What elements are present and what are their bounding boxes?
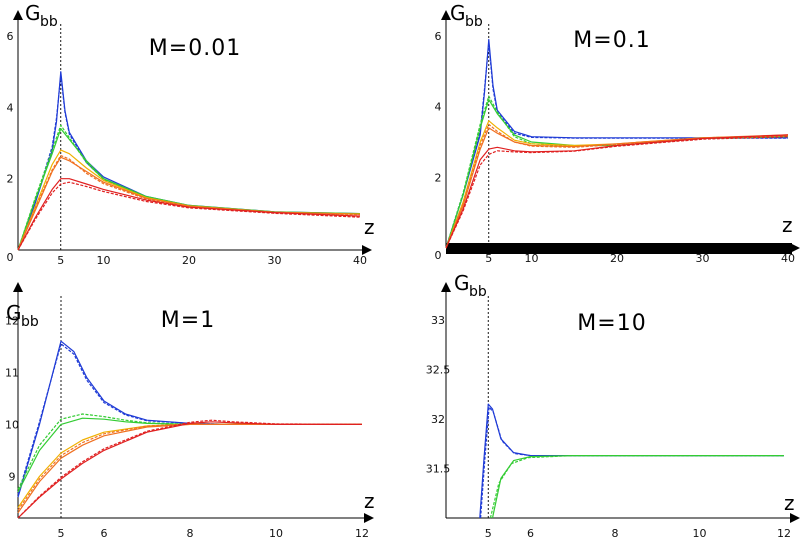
- x-axis-label: z: [364, 489, 375, 513]
- series-line-1: [17, 74, 361, 251]
- x-tick-label: 10: [693, 527, 707, 538]
- y-tick-label: 12: [5, 314, 19, 327]
- y-axis-label: G: [454, 271, 470, 295]
- series-line-0: [479, 403, 784, 519]
- series-line-2: [445, 99, 789, 249]
- series-line-7: [17, 421, 362, 519]
- x-tick-label: 6: [527, 527, 534, 538]
- x-axis-label: z: [782, 213, 793, 237]
- x-axis-arrow: [362, 245, 372, 255]
- x-origin-label: 0: [7, 251, 14, 264]
- y-tick-label: 4: [7, 101, 14, 114]
- x-tick-label: 12: [355, 527, 369, 538]
- x-origin-label: 0: [435, 249, 442, 262]
- y-axis-arrow: [441, 282, 451, 292]
- y-axis-label: G: [450, 1, 466, 25]
- series-line-8: [17, 181, 361, 251]
- series-line-1: [480, 406, 784, 519]
- series-line-2: [17, 128, 361, 251]
- series-line-0: [17, 340, 362, 498]
- x-tick-label: 10: [525, 252, 539, 265]
- chart-panel-m01: 5 10 20 30 40 0 2 4 6 M=0.1 G bb z: [435, 1, 800, 265]
- chart-title: M=1: [161, 308, 215, 333]
- chart-title: M=0.1: [573, 28, 650, 53]
- y-tick-label: 32.5: [426, 363, 451, 376]
- chart-panel-m1: 5 6 8 10 12 9 10 11 12 M=1 G bb z: [5, 282, 375, 538]
- series-line-8: [445, 136, 789, 249]
- y-axis-label-subscript: bb: [40, 14, 58, 30]
- x-tick-label: 6: [101, 527, 108, 538]
- series-line-7: [17, 178, 361, 251]
- x-axis-arrow: [790, 243, 800, 253]
- x-tick-label: 5: [58, 527, 65, 538]
- series-line-4: [17, 149, 361, 251]
- x-tick-label: 10: [97, 254, 111, 267]
- x-axis-arrow: [790, 513, 800, 523]
- x-tick-label: 10: [269, 527, 283, 538]
- series-line-7: [445, 134, 789, 249]
- series-line-3: [489, 455, 784, 519]
- series-line-4: [17, 423, 362, 508]
- y-tick-label: 9: [9, 470, 16, 483]
- series-line-2: [491, 455, 784, 519]
- y-tick-label: 10: [5, 418, 19, 431]
- y-tick-label: 33: [431, 314, 445, 327]
- chart-title: M=0.01: [149, 36, 241, 61]
- series-line-3: [445, 95, 789, 249]
- x-tick-label: 40: [353, 254, 367, 267]
- y-axis-arrow: [441, 10, 451, 20]
- x-tick-label: 8: [187, 527, 194, 538]
- series-line-4: [445, 120, 789, 249]
- x-tick-label: 8: [612, 527, 619, 538]
- x-tick-label: 30: [696, 252, 710, 265]
- x-tick-label: 20: [610, 252, 624, 265]
- y-axis-label-subscript: bb: [21, 314, 39, 330]
- series-line-2: [17, 417, 362, 493]
- y-axis-arrow: [13, 10, 23, 20]
- y-tick-label: 4: [435, 101, 442, 114]
- series-line-8: [17, 419, 363, 519]
- y-tick-label: 2: [435, 171, 442, 184]
- x-axis-bar: [446, 243, 792, 254]
- series-line-6: [17, 154, 361, 251]
- y-axis-label-subscript: bb: [469, 284, 487, 300]
- x-tick-label: 5: [485, 252, 492, 265]
- series-line-1: [17, 343, 362, 495]
- chart-title: M=10: [577, 311, 646, 336]
- x-tick-label: 30: [268, 254, 282, 267]
- y-axis-arrow: [13, 282, 23, 292]
- y-tick-label: 11: [5, 366, 19, 379]
- series-line-3: [17, 124, 361, 251]
- x-tick-label: 20: [182, 254, 196, 267]
- y-tick-label: 32: [431, 413, 445, 426]
- series-line-5: [17, 423, 362, 514]
- series-line-6: [445, 123, 789, 249]
- series-line-5: [17, 156, 361, 251]
- x-tick-label: 5: [57, 254, 64, 267]
- chart-panel-m10: 5 6 8 10 12 31.5 32 32.5 33 M=10 G bb z: [426, 271, 800, 538]
- x-tick-label: 40: [781, 252, 795, 265]
- y-tick-label: 31.5: [426, 462, 451, 475]
- series-line-3: [17, 413, 362, 490]
- x-axis-label: z: [784, 491, 795, 515]
- x-axis-label: z: [364, 215, 375, 239]
- x-axis-arrow: [364, 513, 374, 523]
- y-axis-label: G: [25, 1, 41, 25]
- x-tick-label: 5: [485, 527, 492, 538]
- series-line-6: [17, 423, 362, 511]
- x-tick-label: 12: [777, 527, 791, 538]
- y-tick-label: 2: [7, 173, 14, 186]
- y-axis-label-subscript: bb: [465, 14, 483, 30]
- y-tick-label: 6: [435, 30, 442, 43]
- y-tick-label: 6: [7, 30, 14, 43]
- chart-panel-m001: 5 10 20 30 40 0 2 4 6 M=0.01 G bb z: [7, 1, 375, 267]
- y-axis-label: G: [6, 301, 22, 325]
